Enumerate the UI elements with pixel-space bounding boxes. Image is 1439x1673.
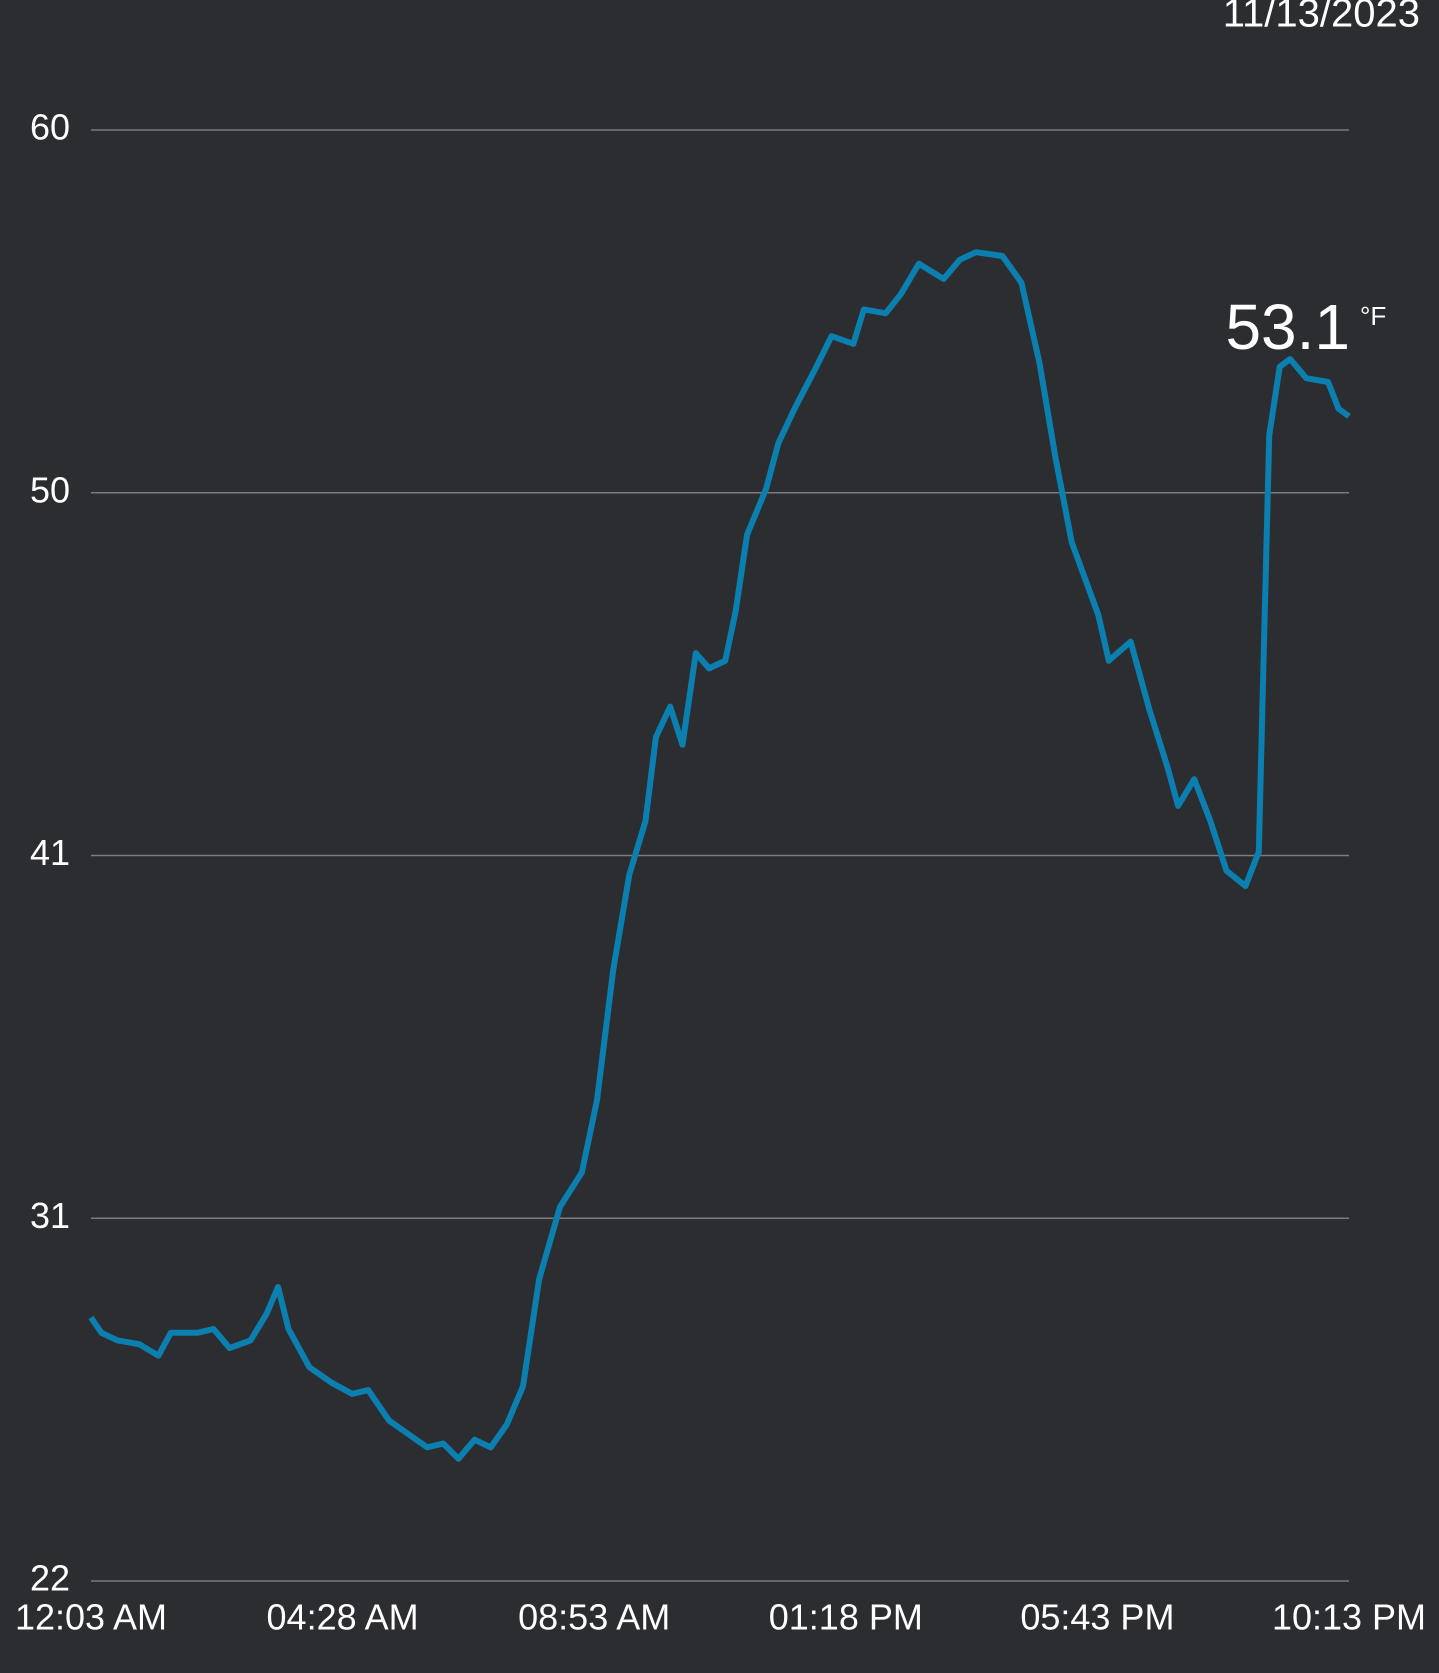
y-tick-label: 22 [30,1558,70,1599]
x-tick-label: 08:53 AM [518,1597,670,1638]
y-tick-label: 41 [30,832,70,873]
y-tick-label: 50 [30,469,70,510]
x-tick-label: 12:03 AM [15,1597,167,1638]
x-tick-label: 01:18 PM [769,1597,923,1638]
date-title: 11/13/2023 [1223,0,1420,36]
current-unit: °F [1360,301,1386,331]
x-tick-label: 04:28 AM [267,1597,419,1638]
x-tick-label: 05:43 PM [1020,1597,1174,1638]
temperature-line [88,249,1351,1462]
x-tick-label: 10:13 PM [1272,1597,1426,1638]
current-value: 53.1 [1225,291,1350,363]
y-tick-label: 31 [30,1195,70,1236]
y-tick-label: 60 [30,107,70,148]
